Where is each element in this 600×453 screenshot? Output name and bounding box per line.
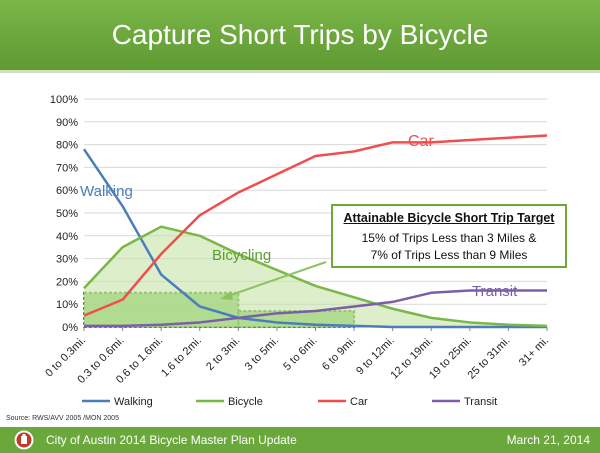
y-tick-label: 100% <box>50 94 78 106</box>
x-tick-label: 6 to 9mi. <box>320 335 358 373</box>
series-annotations: Walking Bicycling Car Transit <box>80 133 518 300</box>
footer-bar: City of Austin 2014 Bicycle Master Plan … <box>0 427 600 453</box>
transit-label: Transit <box>472 283 518 300</box>
legend-label: Bicycle <box>228 396 263 408</box>
callout-line-1: 15% of Trips Less than 3 Miles & <box>361 231 537 245</box>
x-tick-label: 2 to 3mi. <box>204 335 242 373</box>
title-divider <box>0 70 600 73</box>
legend-label: Walking <box>114 396 153 408</box>
car-label: Car <box>408 133 434 150</box>
series-lines <box>82 134 548 329</box>
bicycle-area-fill <box>84 226 547 327</box>
x-axis-labels: 0 to 0.3mi.0.3 to 0.6mi.0.6 to 1.6mi.1.6… <box>43 335 551 386</box>
series-line-walking <box>82 148 547 329</box>
callout-line-2: 7% of Trips Less than 9 Miles <box>370 248 528 262</box>
y-tick-label: 40% <box>56 231 78 243</box>
y-tick-label: 90% <box>56 117 78 129</box>
y-tick-label: 0% <box>62 322 78 334</box>
bicycling-label: Bicycling <box>212 247 271 264</box>
city-seal-icon <box>14 430 34 450</box>
callout-arrow <box>227 261 327 297</box>
y-tick-label: 50% <box>56 208 78 220</box>
x-tick-label: 5 to 6mi. <box>281 335 319 373</box>
x-tick-label: 31+ mi. <box>517 335 551 369</box>
title-bar: Capture Short Trips by Bicycle <box>0 0 600 70</box>
callout-title: Attainable Bicycle Short Trip Target <box>343 211 555 225</box>
legend-label: Transit <box>464 396 497 408</box>
series-line-transit <box>84 289 547 328</box>
walking-label: Walking <box>80 183 133 200</box>
y-tick-label: 20% <box>56 276 78 288</box>
trip-mode-chart: 0% 10% 20% 30% 40% 50% 60% 70% 80% 90% 100% 0 to 0… <box>43 94 551 408</box>
target-callout: Attainable Bicycle Short Trip Target 15%… <box>331 204 567 268</box>
x-tick-label: 1.6 to 2mi. <box>159 335 204 380</box>
y-tick-label: 80% <box>56 140 78 152</box>
y-tick-label: 10% <box>56 299 78 311</box>
y-tick-label: 30% <box>56 254 78 266</box>
y-axis-labels: 0% 10% 20% 30% 40% 50% 60% 70% 80% 90% 100% <box>50 94 78 334</box>
callout-arrow-head <box>220 291 233 300</box>
series-line-bicycle <box>83 225 548 328</box>
y-tick-label: 70% <box>56 162 78 174</box>
x-tick-label: 3 to 5mi. <box>243 335 281 373</box>
slide-title: Capture Short Trips by Bicycle <box>111 19 489 50</box>
footer-title: City of Austin 2014 Bicycle Master Plan … <box>46 433 297 447</box>
x-tick-label: 25 to 31mi. <box>466 335 513 382</box>
series-line-car <box>83 134 548 317</box>
bicycle-area <box>84 226 547 327</box>
chart-legend: Walking Bicycle Car Transit <box>82 396 497 408</box>
footer-date: March 21, 2014 <box>506 433 590 447</box>
legend-label: Car <box>350 396 368 408</box>
y-tick-label: 60% <box>56 185 78 197</box>
source-note: Source: RWS/AVV 2005 /MON 2005 <box>6 415 119 422</box>
